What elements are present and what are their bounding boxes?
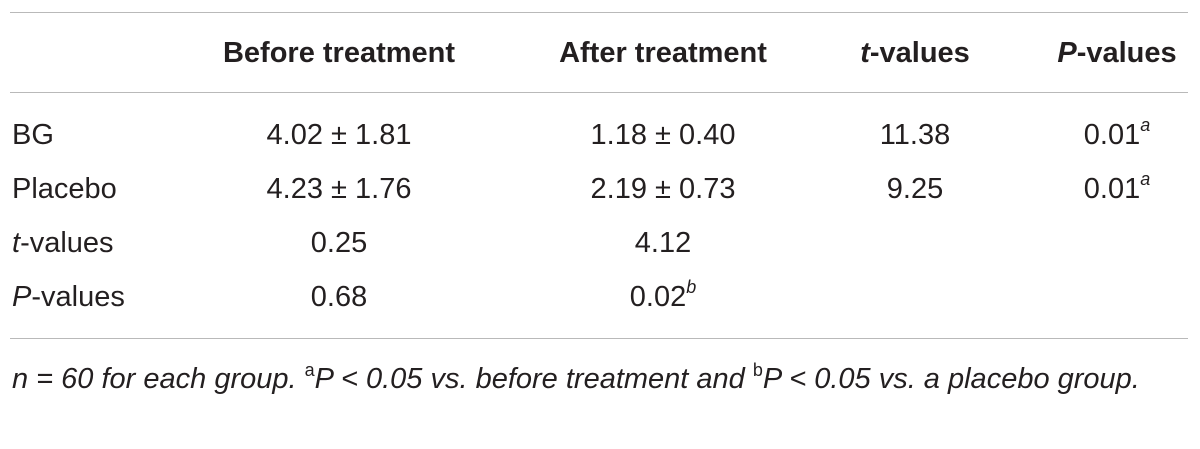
row-bg-before: 4.02 ± 1.81 [266,119,412,151]
row-placebo-t: 9.25 [886,173,944,205]
row-placebo-label: Placebo [12,173,117,205]
footnote-part-1: n = 60 for each group. [12,363,305,395]
row-p-values-after: 0.02b [629,277,697,314]
table-bottom-rule [10,338,1188,339]
row-placebo-before: 4.23 ± 1.76 [266,173,412,205]
header-t-values-italic: t [860,37,870,69]
header-p-values: P-values [1057,36,1176,70]
row-p-values-label: P-values [12,280,125,314]
row-p-values-after-superscript: b [686,277,697,298]
table-footnote: n = 60 for each group. aP < 0.05 vs. bef… [12,358,1188,400]
header-t-values: t-values [860,36,970,70]
row-bg-p-superscript: a [1140,115,1151,136]
footnote-part-3: P < 0.05 vs. a placebo group. [762,363,1140,395]
table-top-rule [10,12,1188,13]
header-t-values-rest: -values [869,37,970,69]
row-t-values-label: t-values [12,226,114,260]
row-placebo-after: 2.19 ± 0.73 [590,173,736,205]
footnote-superscript-a: a [304,360,315,381]
row-bg-p: 0.01a [1083,115,1151,152]
row-bg-label: BG [12,119,54,151]
header-after-treatment: After treatment [559,37,767,69]
row-bg-p-value: 0.01 [1083,119,1141,151]
footnote-part-2: P < 0.05 vs. before treatment and [314,363,753,395]
row-t-values-label-italic: t [12,227,21,259]
row-placebo-p: 0.01a [1083,169,1151,206]
header-p-values-italic: P [1057,37,1077,69]
row-p-values-label-rest: -values [31,281,125,313]
footnote-superscript-b: b [752,360,763,381]
row-p-values-label-italic: P [12,281,32,313]
row-bg-t: 11.38 [879,119,951,151]
row-t-values-after: 4.12 [634,227,692,259]
table-header-rule [10,92,1188,93]
row-t-values-before: 0.25 [310,227,368,259]
header-p-values-rest: -values [1076,37,1177,69]
row-p-values-before: 0.68 [310,281,368,313]
row-p-values-after-value: 0.02 [629,281,687,313]
header-before-treatment: Before treatment [222,37,456,69]
row-placebo-p-superscript: a [1140,169,1151,190]
row-placebo-p-value: 0.01 [1083,173,1141,205]
row-t-values-label-rest: -values [20,227,114,259]
row-bg-after: 1.18 ± 0.40 [590,119,736,151]
